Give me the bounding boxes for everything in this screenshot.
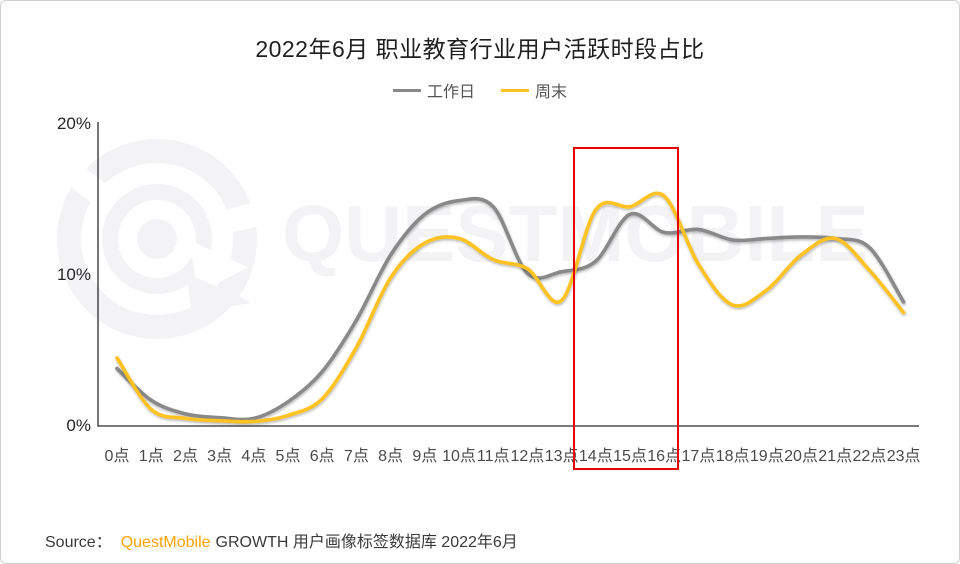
legend-label-weekend: 周末 (535, 84, 568, 101)
source-brand: QuestMobile (120, 534, 211, 551)
x-tick-label: 14点 (578, 448, 613, 465)
x-tick-label: 8点 (378, 448, 404, 465)
x-tick-label: 17点 (681, 448, 716, 465)
questmobile-watermark-logo (45, 139, 269, 339)
x-tick-label: 5点 (275, 448, 301, 465)
x-tick-label: 2点 (172, 448, 198, 465)
source-line: Source： QuestMobile GROWTH 用户画像标签数据库 2022年… (45, 528, 518, 552)
legend-item-weekend: 周末 (501, 78, 567, 102)
chart-title: 2022年6月 职业教育行业用户活跃时段占比 (255, 36, 705, 62)
x-tick-label: 4点 (241, 448, 267, 465)
source-prefix: Source： (45, 534, 112, 551)
x-tick-label: 6点 (309, 448, 335, 465)
x-tick-label: 10点 (442, 448, 476, 465)
x-tick-label: 1点 (138, 448, 164, 465)
y-tick-label: 0% (66, 416, 91, 435)
legend-label-workday: 工作日 (426, 84, 475, 101)
x-tick-label: 23点 (886, 448, 921, 465)
x-tick-label: 12点 (510, 448, 545, 465)
y-tick-label: 20% (56, 113, 91, 133)
x-tick-label: 15点 (613, 448, 647, 465)
x-tick-label: 11点 (476, 448, 510, 465)
x-tick-label: 21点 (818, 448, 853, 465)
x-tick-label: 7点 (343, 448, 369, 465)
source-suffix: GROWTH 用户画像标签数据库 2022年6月 (215, 534, 518, 551)
x-tick-label: 13点 (544, 448, 579, 465)
x-tick-label: 3点 (207, 448, 233, 465)
workday-line-swatch (392, 88, 421, 92)
x-axis-labels: 0点 1点 2点 3点 4点 5点 6点 7点 8点 9点 10点 11点 12点 13点 14点 15点 16… (1, 442, 959, 465)
legend: 工作日 周末 (1, 78, 959, 102)
x-tick-label: 0点 (104, 448, 130, 465)
x-tick-label: 16点 (647, 448, 682, 465)
weekend-line-swatch (501, 88, 529, 92)
x-tick-label: 9点 (412, 448, 438, 465)
x-tick-label: 20点 (784, 448, 818, 465)
x-tick-label: 19点 (749, 448, 784, 465)
x-tick-label: 18点 (715, 448, 750, 465)
x-tick-label: 22点 (852, 448, 887, 465)
y-tick-label: 10% (56, 264, 91, 284)
legend-item-workday: 工作日 (392, 78, 475, 102)
highlight-box (572, 147, 680, 470)
